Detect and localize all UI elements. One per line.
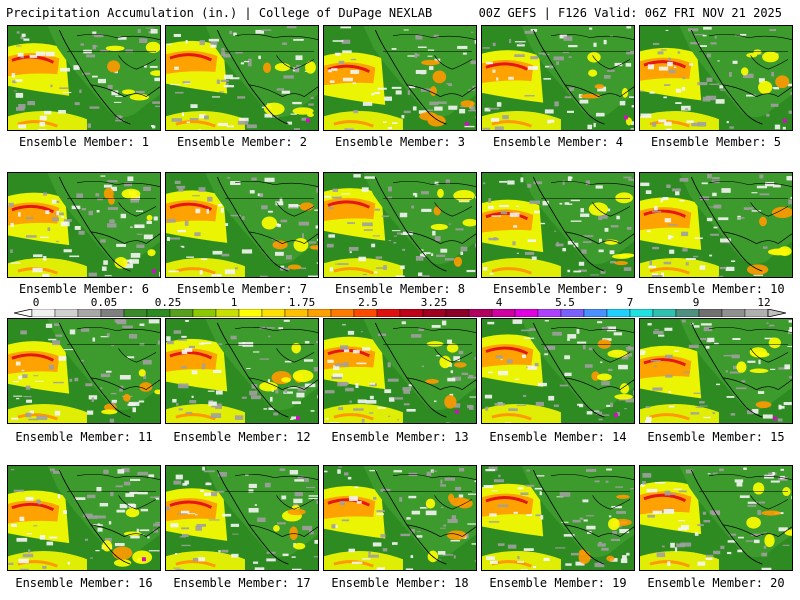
ensemble-member-map (639, 318, 793, 424)
ensemble-member-label: Ensemble Member: 17 (173, 576, 311, 590)
ensemble-member-label: Ensemble Member: 20 (647, 576, 785, 590)
colorbar (14, 309, 786, 317)
ensemble-member-label: Ensemble Member: 10 (647, 282, 785, 296)
ensemble-member-map (323, 318, 477, 424)
ensemble-member-map (7, 25, 161, 131)
colorbar-tick-label: 7 (626, 296, 634, 309)
colorbar-tick-label: 9 (692, 296, 700, 309)
ensemble-member-label: Ensemble Member: 15 (647, 430, 785, 444)
ensemble-member-map (7, 465, 161, 571)
ensemble-member-label: Ensemble Member: 3 (334, 135, 466, 149)
ensemble-member-map (165, 318, 319, 424)
ensemble-member-label: Ensemble Member: 16 (15, 576, 153, 590)
ensemble-member-label: Ensemble Member: 18 (331, 576, 469, 590)
ensemble-member-label: Ensemble Member: 4 (492, 135, 624, 149)
colorbar-tick-label: 1.75 (288, 296, 316, 309)
ensemble-member-map (165, 465, 319, 571)
colorbar-tick-label: 5.5 (555, 296, 575, 309)
ensemble-member-map (165, 172, 319, 278)
ensemble-member-map (481, 172, 635, 278)
ensemble-member-label: Ensemble Member: 19 (489, 576, 627, 590)
ensemble-member-map (639, 172, 793, 278)
colorbar-tick-label: 0 (32, 296, 40, 309)
ensemble-member-label: Ensemble Member: 14 (489, 430, 627, 444)
colorbar-tick-label: 4 (495, 296, 503, 309)
model-valid-time: 00Z GEFS | F126 Valid: 06Z FRI NOV 21 20… (478, 6, 782, 20)
ensemble-member-label: Ensemble Member: 9 (492, 282, 624, 296)
ensemble-member-map (323, 25, 477, 131)
ensemble-member-label: Ensemble Member: 12 (173, 430, 311, 444)
ensemble-member-map (323, 172, 477, 278)
colorbar-tick-label: 1 (230, 296, 238, 309)
ensemble-member-map (639, 465, 793, 571)
ensemble-member-map (639, 25, 793, 131)
colorbar-tick-label: 0.25 (154, 296, 182, 309)
ensemble-member-label: Ensemble Member: 1 (18, 135, 150, 149)
colorbar-tick-label: 2.5 (358, 296, 378, 309)
ensemble-member-map (481, 25, 635, 131)
ensemble-member-label: Ensemble Member: 11 (15, 430, 153, 444)
ensemble-member-map (481, 318, 635, 424)
colorbar-tick-label: 0.05 (90, 296, 118, 309)
ensemble-member-map (481, 465, 635, 571)
ensemble-member-label: Ensemble Member: 7 (176, 282, 308, 296)
ensemble-member-map (7, 172, 161, 278)
ensemble-member-label: Ensemble Member: 8 (334, 282, 466, 296)
colorbar-tick-label: 3.25 (420, 296, 448, 309)
colorbar-tick-label: 12 (757, 296, 771, 309)
chart-title: Precipitation Accumulation (in.) | Colle… (6, 6, 433, 20)
ensemble-member-map (7, 318, 161, 424)
ensemble-member-label: Ensemble Member: 6 (18, 282, 150, 296)
ensemble-member-label: Ensemble Member: 5 (650, 135, 782, 149)
ensemble-member-map (165, 25, 319, 131)
ensemble-member-map (323, 465, 477, 571)
ensemble-member-label: Ensemble Member: 2 (176, 135, 308, 149)
ensemble-member-label: Ensemble Member: 13 (331, 430, 469, 444)
